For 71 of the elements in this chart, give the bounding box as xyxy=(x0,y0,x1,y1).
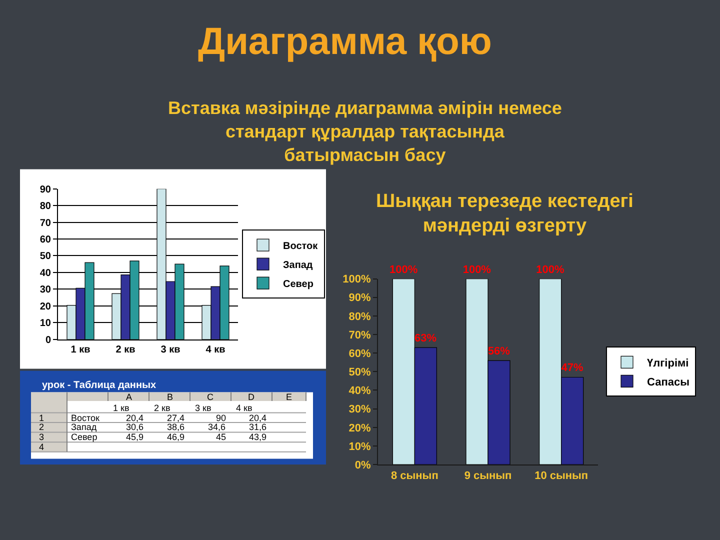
text: 43,9 xyxy=(249,432,267,442)
data-label: 63% xyxy=(414,332,437,345)
data-label: 56% xyxy=(488,346,510,358)
text: 1 xyxy=(39,413,44,423)
data-label: 100% xyxy=(389,264,418,276)
x-tick-label: 10 сынып xyxy=(534,470,588,482)
text: 30,6 xyxy=(126,422,144,432)
text: 90 xyxy=(216,413,226,423)
y-tick-label: 10 xyxy=(40,318,52,330)
text: Восток xyxy=(71,413,100,423)
category-label: 3 кв xyxy=(195,403,212,413)
y-tick-label: 90 xyxy=(40,184,52,196)
text: D xyxy=(248,392,255,402)
text: 45,9 xyxy=(126,432,144,442)
text: Запад xyxy=(71,422,97,432)
y-tick-label: 70% xyxy=(348,329,372,342)
legend-label: Запад xyxy=(283,260,314,272)
text: 46,9 xyxy=(167,432,185,442)
text: 3 xyxy=(39,432,44,442)
y-tick-label: 100% xyxy=(342,274,372,286)
y-tick-label: 40% xyxy=(348,385,372,398)
y-tick-label: 60 xyxy=(40,234,52,246)
x-tick-label: 1 кв xyxy=(70,344,90,356)
text: B xyxy=(167,392,174,402)
y-tick-label: 0 xyxy=(45,334,52,346)
legend-label: Восток xyxy=(283,241,319,252)
y-tick-label: 0% xyxy=(354,459,372,472)
x-tick-label: 2 кв xyxy=(116,344,136,356)
category-label: 4 кв xyxy=(236,403,252,413)
data-label: 100% xyxy=(536,264,565,276)
category-label: 2 кв xyxy=(154,403,170,413)
y-tick-label: 30 xyxy=(40,284,52,296)
y-tick-label: 60% xyxy=(348,348,372,360)
text: 4 xyxy=(39,442,44,452)
text: Север xyxy=(71,432,98,442)
y-tick-label: 80 xyxy=(40,201,52,212)
chart-title: Шыққан терезеде кестедегі мәндерді өзгерту xyxy=(376,191,634,237)
text: 31,6 xyxy=(249,422,267,432)
y-tick-label: 50 xyxy=(40,251,52,262)
text: Диаграмма қою xyxy=(198,21,492,63)
y-tick-label: 90% xyxy=(348,292,372,304)
category-label: 1 кв xyxy=(113,403,130,413)
text: 34,6 xyxy=(208,422,226,432)
y-tick-label: 10% xyxy=(348,440,372,453)
legend-label: Сапасы xyxy=(647,376,690,388)
text: Вставка мәзірінде диаграмма әмірін немесе стандарт құралдар тақтасында батырмасын басу xyxy=(168,98,562,165)
y-tick-label: 20% xyxy=(348,422,372,434)
legend-label: Север xyxy=(283,279,314,290)
x-tick-label: 3 кв xyxy=(160,344,180,356)
text: 27,4 xyxy=(167,413,185,423)
y-tick-label: 40 xyxy=(40,268,52,279)
legend-label: Үлгірімі xyxy=(647,357,689,370)
text: 45 xyxy=(216,432,226,442)
text: урок - Таблица данных xyxy=(42,380,157,391)
text: 20,4 xyxy=(249,413,267,423)
text: A xyxy=(126,392,132,402)
text: 20,4 xyxy=(126,413,144,423)
x-tick-label: 9 сынып xyxy=(464,470,512,482)
text: 38,6 xyxy=(167,422,185,432)
x-tick-label: 8 сынып xyxy=(390,470,438,482)
y-tick-label: 50% xyxy=(348,366,372,379)
data-label: 47% xyxy=(561,362,584,374)
y-tick-label: 80% xyxy=(348,310,372,323)
data-label: 100% xyxy=(462,264,492,276)
y-tick-label: 70 xyxy=(40,218,52,229)
y-tick-label: 30% xyxy=(348,404,372,416)
x-tick-label: 4 кв xyxy=(206,344,226,356)
text: E xyxy=(286,392,292,402)
y-tick-label: 20 xyxy=(40,301,52,312)
text: 2 xyxy=(39,422,44,432)
text: C xyxy=(207,392,214,402)
